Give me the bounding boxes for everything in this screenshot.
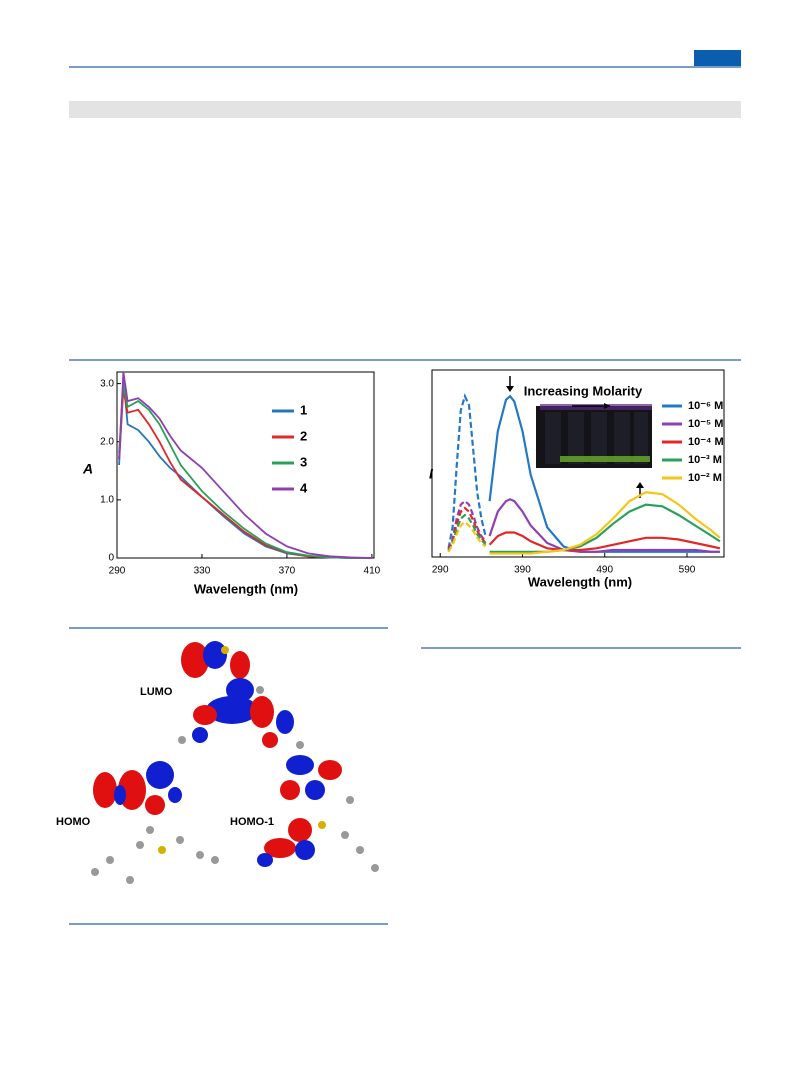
x-tick-label: 330 <box>194 566 211 577</box>
x-tick-label: 410 <box>364 566 381 577</box>
annotation-arrow <box>506 386 514 392</box>
annotation-arrow <box>604 403 610 409</box>
y-tick-label: 2.0 <box>100 436 114 447</box>
legend-label: 4 <box>300 480 308 495</box>
series-line <box>488 498 720 553</box>
y-axis-label: I <box>429 466 434 482</box>
series-line <box>488 531 721 552</box>
vials-photo <box>536 404 652 468</box>
legend-label: 1 <box>300 402 307 417</box>
x-axis-label: Wavelength (nm) <box>194 581 298 596</box>
x-tick-label: 390 <box>514 565 531 576</box>
legend-label: 10⁻⁶ M <box>688 400 723 412</box>
homo-1-molecule <box>257 755 379 872</box>
excitation-line <box>447 393 487 549</box>
legend-label: 3 <box>300 454 307 469</box>
annotation: Increasing Molarity <box>524 383 643 398</box>
legend-label: 10⁻⁵ M <box>688 418 723 430</box>
y-tick-label: 3.0 <box>100 378 114 389</box>
annotation-arrow <box>636 482 644 488</box>
series-line <box>118 371 372 559</box>
homo-molecule <box>91 761 219 884</box>
legend-label: 2 <box>300 428 307 443</box>
orbital-label: HOMO <box>56 816 91 828</box>
x-tick-label: 290 <box>109 566 126 577</box>
series-line <box>118 383 372 559</box>
section-bar <box>69 101 741 118</box>
orbital-label: LUMO <box>140 686 173 698</box>
y-axis-label: A <box>82 461 93 477</box>
series-line <box>489 491 721 555</box>
x-axis-label: Wavelength (nm) <box>528 574 632 589</box>
orbital-label: HOMO-1 <box>230 816 274 828</box>
y-tick-label: 0 <box>108 553 114 564</box>
legend-label: 10⁻² M <box>688 472 722 484</box>
orbital-figure: LUMO HOMO HOMO-1 <box>56 641 379 884</box>
x-tick-label: 290 <box>432 565 449 576</box>
excitation-line <box>447 513 487 553</box>
plot-frame <box>431 369 725 558</box>
x-tick-label: 490 <box>596 565 613 576</box>
y-tick-label: 1.0 <box>100 495 114 506</box>
legend-label: 10⁻³ M <box>688 454 722 466</box>
plot-frame <box>116 371 375 559</box>
lumo-molecule <box>178 641 304 749</box>
series-line <box>118 377 372 559</box>
x-tick-label: 590 <box>679 565 696 576</box>
series-line <box>489 503 721 553</box>
x-tick-label: 370 <box>279 566 296 577</box>
header-tab <box>694 50 741 66</box>
legend-label: 10⁻⁴ M <box>688 436 724 448</box>
excitation-line <box>447 520 487 553</box>
